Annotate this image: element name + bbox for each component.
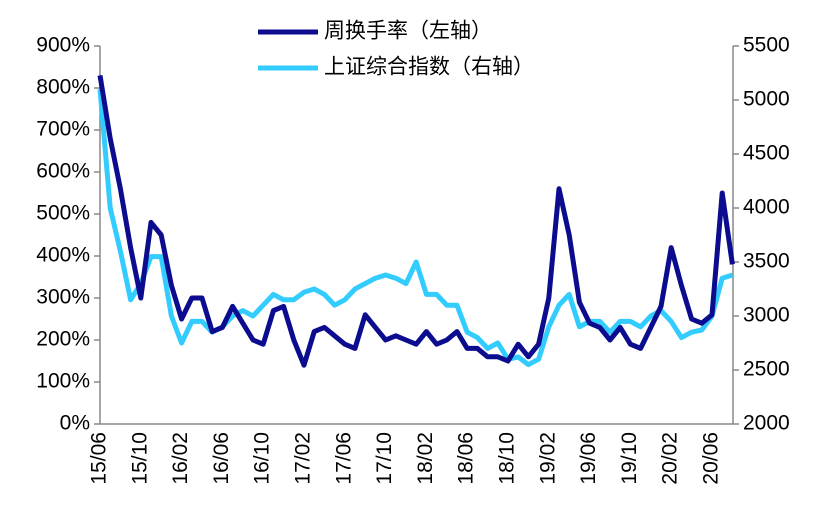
x-tick-label: 15/10 [128,432,151,485]
y-tick-label: 100% [36,370,90,393]
y-tick-label: 0% [60,412,90,435]
x-tick-label: 19/02 [536,432,559,485]
y-tick-label: 600% [36,160,90,183]
y2-tick-label: 5500 [743,34,790,57]
series-line [97,88,734,368]
x-tick-label: 18/10 [496,432,519,485]
x-tick-label: 17/02 [292,432,315,485]
y2-tick-label: 4500 [743,142,790,165]
series-line [97,75,735,368]
y-tick-label: 500% [36,202,90,225]
y2-tick-label: 2000 [743,412,790,435]
legend-label: 周换手率（左轴） [324,20,492,43]
x-tick-label: 20/02 [659,432,682,485]
y2-tick-label: 2500 [743,358,790,381]
y-tick-label: 900% [36,34,90,57]
x-tick-label: 19/10 [618,432,641,485]
x-tick-label: 16/02 [169,432,192,485]
y-tick-label: 800% [36,76,90,99]
y2-tick-label: 3000 [743,304,790,327]
y-tick-label: 200% [36,328,90,351]
x-tick-label: 19/06 [577,432,600,485]
y2-tick-label: 5000 [743,88,790,111]
legend-label: 上证综合指数（右轴） [324,56,534,79]
y2-tick-label: 3500 [743,250,790,273]
x-tick-label: 20/06 [700,432,723,485]
x-tick-label: 17/06 [332,432,355,485]
y-tick-label: 300% [36,286,90,309]
x-tick-label: 18/02 [414,432,437,485]
y2-tick-label: 4000 [743,196,790,219]
x-tick-label: 18/06 [455,432,478,485]
x-tick-label: 16/10 [251,432,274,485]
y-tick-label: 400% [36,244,90,267]
x-tick-label: 16/06 [210,432,233,485]
y-tick-label: 700% [36,118,90,141]
x-tick-label: 15/06 [88,432,111,485]
x-tick-label: 17/10 [373,432,396,485]
